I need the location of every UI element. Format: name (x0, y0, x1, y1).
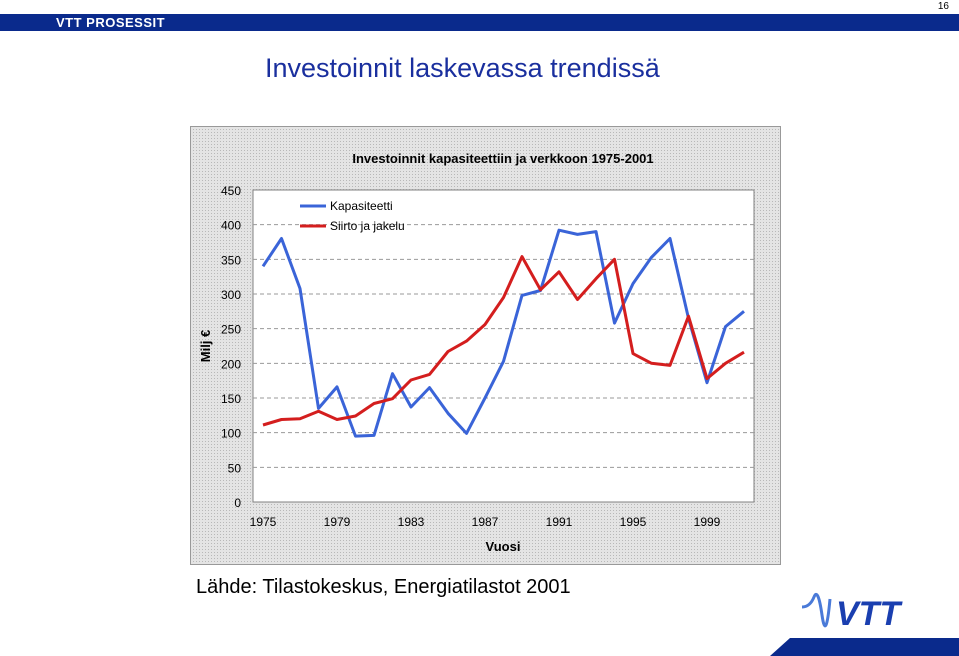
y-tick-label: 100 (221, 427, 241, 441)
x-tick-label: 1995 (620, 515, 647, 529)
y-axis-label: Milj € (198, 330, 213, 363)
y-tick-label: 250 (221, 323, 241, 337)
x-tick-label: 1991 (546, 515, 573, 529)
brand-label: VTT PROSESSIT (56, 15, 166, 30)
y-tick-label: 350 (221, 253, 241, 267)
x-tick-label: 1979 (324, 515, 351, 529)
page-number: 16 (937, 1, 949, 12)
series-line (261, 228, 745, 438)
chart-area: Investoinnit kapasiteettiin ja verkkoon … (190, 126, 781, 565)
y-tick-label: 0 (234, 496, 241, 510)
y-tick-label: 300 (221, 288, 241, 302)
logo-text: VTT (836, 595, 903, 633)
bottom-stripe (770, 638, 959, 656)
legend-entry: Siirto ja jakelu (330, 219, 405, 233)
vtt-logo: VTT (801, 592, 903, 633)
x-axis-label: Vuosi (486, 539, 521, 554)
line-chart: Investoinnit kapasiteettiin ja verkkoon … (190, 126, 781, 565)
y-tick-label: 200 (221, 357, 241, 371)
y-tick-label: 150 (221, 392, 241, 406)
x-tick-labels: 1975 1979 1983 1987 1991 1995 1999 (250, 515, 721, 529)
legend-entry: Kapasiteetti (330, 199, 393, 213)
header-bar (0, 14, 959, 31)
y-tick-label: 400 (221, 219, 241, 233)
x-tick-label: 1987 (472, 515, 499, 529)
chart-title: Investoinnit kapasiteettiin ja verkkoon … (352, 151, 653, 166)
x-tick-label: 1975 (250, 515, 277, 529)
series-lines (261, 228, 745, 438)
y-tick-labels: 0 50 100 150 200 250 300 350 400 450 (221, 184, 241, 510)
source-note: Lähde: Tilastokeskus, Energiatilastot 20… (196, 576, 571, 598)
slide-title: Investoinnit laskevassa trendissä (265, 53, 660, 83)
x-tick-label: 1999 (694, 515, 721, 529)
x-tick-label: 1983 (398, 515, 425, 529)
legend: Kapasiteetti Siirto ja jakelu (300, 199, 405, 233)
series-line (262, 255, 745, 427)
y-tick-label: 50 (228, 461, 242, 475)
y-tick-label: 450 (221, 184, 241, 198)
